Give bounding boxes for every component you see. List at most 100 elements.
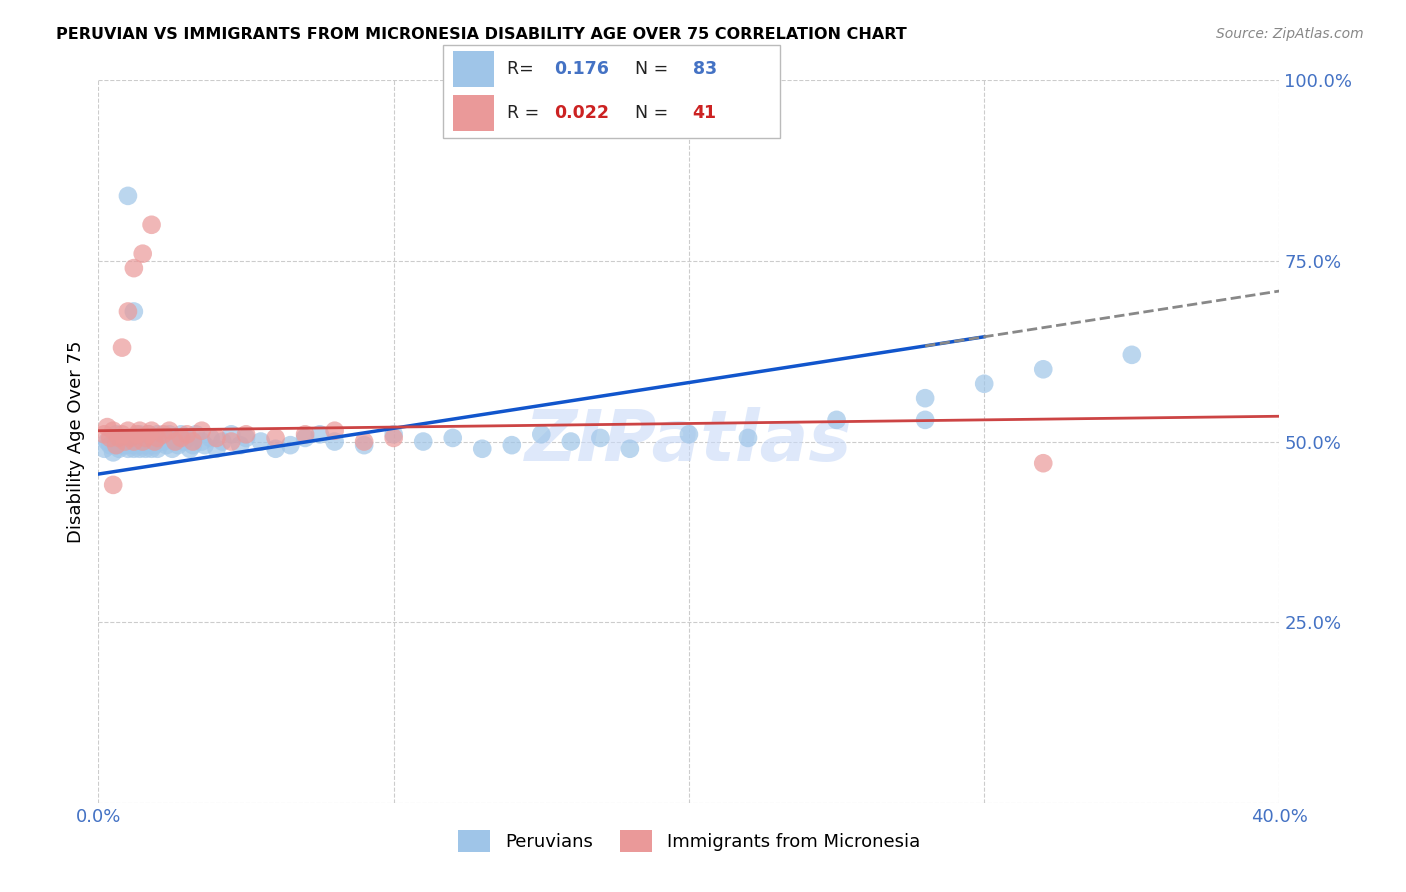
- Point: [165, 434, 187, 449]
- Point: [111, 341, 134, 355]
- Point: [98, 431, 121, 445]
- Point: [111, 431, 134, 445]
- Point: [125, 427, 148, 442]
- Point: [191, 434, 214, 449]
- Point: [132, 246, 155, 260]
- Point: [560, 434, 582, 449]
- Point: [128, 442, 150, 456]
- Point: [229, 438, 252, 452]
- Point: [149, 431, 172, 445]
- Point: [914, 391, 936, 405]
- Point: [143, 438, 166, 452]
- Point: [170, 427, 193, 442]
- Point: [135, 442, 157, 456]
- Point: [138, 427, 160, 442]
- Point: [309, 427, 332, 442]
- Point: [122, 434, 145, 449]
- Point: [141, 424, 163, 438]
- Point: [135, 431, 157, 445]
- Text: N =: N =: [636, 104, 668, 122]
- Point: [205, 431, 228, 445]
- Point: [103, 445, 125, 459]
- Point: [96, 434, 118, 449]
- Point: [96, 420, 118, 434]
- Point: [264, 431, 287, 445]
- Point: [132, 434, 155, 449]
- Point: [176, 427, 198, 442]
- Point: [108, 431, 131, 445]
- Point: [120, 438, 142, 452]
- Point: [114, 438, 136, 452]
- Point: [120, 434, 142, 449]
- Point: [157, 427, 180, 442]
- Point: [103, 478, 125, 492]
- Point: [382, 431, 405, 445]
- Point: [108, 434, 131, 449]
- Point: [103, 424, 125, 438]
- Point: [93, 442, 115, 456]
- Point: [181, 434, 204, 449]
- Point: [1032, 456, 1054, 470]
- Point: [294, 431, 316, 445]
- Point: [120, 431, 142, 445]
- Point: [353, 434, 375, 449]
- Point: [167, 438, 190, 452]
- Point: [914, 413, 936, 427]
- Point: [146, 442, 169, 456]
- Text: PERUVIAN VS IMMIGRANTS FROM MICRONESIA DISABILITY AGE OVER 75 CORRELATION CHART: PERUVIAN VS IMMIGRANTS FROM MICRONESIA D…: [56, 27, 907, 42]
- Point: [152, 427, 174, 442]
- Point: [184, 427, 207, 442]
- Point: [382, 427, 405, 442]
- Point: [162, 431, 183, 445]
- Text: Source: ZipAtlas.com: Source: ZipAtlas.com: [1216, 27, 1364, 41]
- Point: [441, 431, 464, 445]
- Text: N =: N =: [636, 60, 668, 78]
- Point: [141, 431, 163, 445]
- Point: [162, 442, 183, 456]
- Point: [211, 434, 233, 449]
- Point: [117, 304, 139, 318]
- Point: [114, 434, 136, 449]
- Point: [170, 431, 193, 445]
- Point: [323, 424, 346, 438]
- Text: 41: 41: [693, 104, 717, 122]
- Point: [1032, 362, 1054, 376]
- Point: [128, 427, 150, 442]
- Point: [111, 438, 134, 452]
- Point: [1121, 348, 1143, 362]
- Point: [143, 434, 166, 449]
- Point: [122, 431, 145, 445]
- Point: [98, 438, 121, 452]
- FancyBboxPatch shape: [443, 45, 780, 138]
- Point: [235, 427, 257, 442]
- Point: [221, 434, 243, 449]
- Text: R =: R =: [508, 104, 540, 122]
- Point: [117, 189, 139, 203]
- Point: [619, 442, 641, 456]
- Point: [205, 442, 228, 456]
- Point: [117, 431, 139, 445]
- Point: [678, 427, 700, 442]
- Point: [143, 434, 166, 449]
- Bar: [453, 51, 494, 87]
- Point: [146, 427, 169, 442]
- Text: 83: 83: [693, 60, 717, 78]
- Point: [111, 427, 134, 442]
- Y-axis label: Disability Age Over 75: Disability Age Over 75: [66, 340, 84, 543]
- Point: [117, 442, 139, 456]
- Point: [179, 442, 201, 456]
- Point: [280, 438, 302, 452]
- Point: [737, 431, 759, 445]
- Point: [93, 427, 115, 442]
- Text: R=: R=: [508, 60, 540, 78]
- Point: [141, 218, 163, 232]
- Point: [135, 434, 157, 449]
- Point: [122, 304, 145, 318]
- Point: [155, 438, 177, 452]
- Point: [176, 431, 198, 445]
- Point: [138, 438, 160, 452]
- Text: ZIPatlas: ZIPatlas: [526, 407, 852, 476]
- Point: [471, 442, 494, 456]
- Point: [146, 431, 169, 445]
- Point: [250, 434, 273, 449]
